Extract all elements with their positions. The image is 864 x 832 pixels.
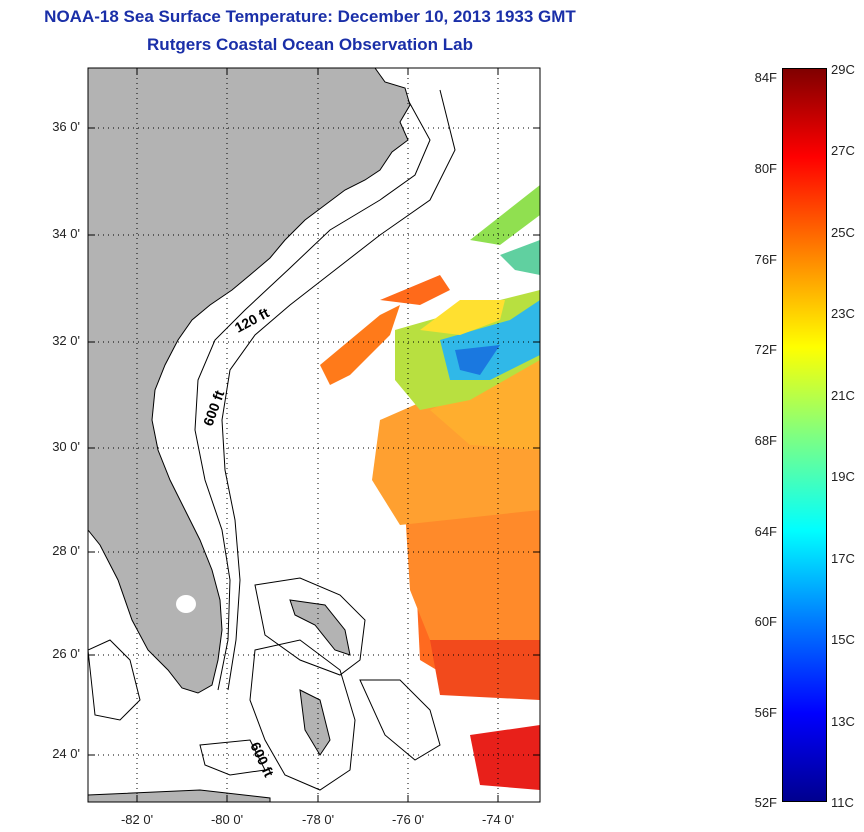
map-ticks <box>88 68 540 802</box>
lat-label: 26 0' <box>52 646 80 661</box>
colorbar-c-label: 11C <box>831 795 854 810</box>
contour-bahamas-north <box>254 577 366 676</box>
colorbar-c-label: 27C <box>831 143 855 158</box>
lon-label: -82 0' <box>120 812 154 827</box>
lon-label: -76 0' <box>391 812 425 827</box>
title-line-2: Rutgers Coastal Ocean Observation Lab <box>147 35 473 54</box>
colorbar-c-label: 13C <box>831 714 855 729</box>
lat-label: 34 0' <box>52 226 80 241</box>
colorbar-f-label: 84F <box>754 70 777 85</box>
colorbar-c-label: 15C <box>831 632 855 647</box>
colorbar-f-label: 80F <box>754 161 777 176</box>
colorbar <box>782 68 827 802</box>
colorbar-c-label: 25C <box>831 225 855 240</box>
land-andros <box>299 689 331 756</box>
colorbar-c-label: 21C <box>831 388 855 403</box>
lon-label: -78 0' <box>301 812 335 827</box>
contour-keys <box>199 739 266 776</box>
land-bahamas-north <box>289 599 351 656</box>
title-line-1: NOAA-18 Sea Surface Temperature: Decembe… <box>44 7 576 26</box>
colorbar-f-label: 72F <box>754 342 777 357</box>
colorbar-f-label: 76F <box>754 252 777 267</box>
map-frame <box>87 67 541 803</box>
lat-label: 32 0' <box>52 333 80 348</box>
colorbar-c-label: 29C <box>831 62 855 77</box>
contour-bahamas-east <box>359 679 441 761</box>
lake-okeechobee <box>176 595 196 613</box>
lat-label: 36 0' <box>52 119 80 134</box>
contour-gulf <box>88 639 141 721</box>
colorbar-f-label: 64F <box>754 524 777 539</box>
graticule <box>88 68 540 802</box>
colorbar-c-label: 17C <box>831 551 855 566</box>
colorbar-f-label: 60F <box>754 614 777 629</box>
colorbar-f-label: 56F <box>754 705 777 720</box>
colorbar-f-label: 68F <box>754 433 777 448</box>
lon-label: -80 0' <box>210 812 244 827</box>
lat-label: 28 0' <box>52 543 80 558</box>
lat-label: 30 0' <box>52 439 80 454</box>
lat-label: 24 0' <box>52 746 80 761</box>
land-mainland <box>88 68 411 694</box>
land-cuba <box>88 789 271 802</box>
colorbar-f-label: 52F <box>754 795 777 810</box>
colorbar-c-label: 19C <box>831 469 855 484</box>
contour-bahamas-south <box>249 639 356 791</box>
colorbar-c-label: 23C <box>831 306 855 321</box>
contour-600ft <box>221 89 456 691</box>
sst-data-overlay <box>320 185 540 790</box>
lon-label: -74 0' <box>481 812 515 827</box>
